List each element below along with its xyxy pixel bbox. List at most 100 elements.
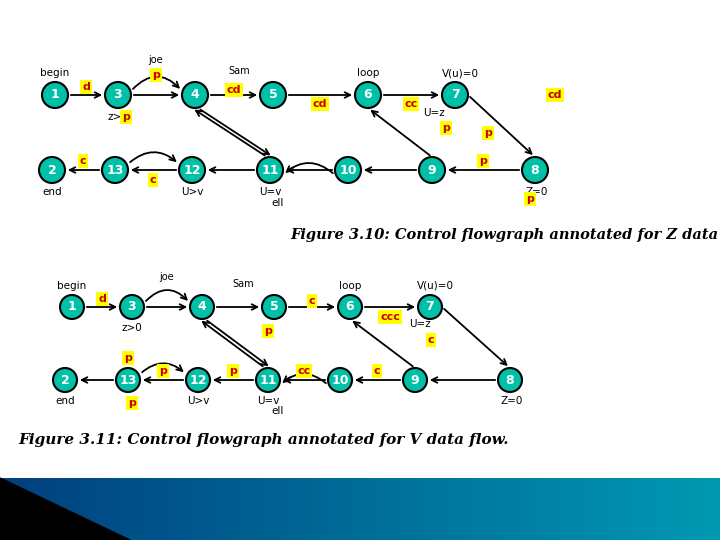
- Text: d: d: [82, 82, 90, 92]
- Circle shape: [182, 82, 208, 108]
- Text: c: c: [150, 175, 156, 185]
- Text: z>0: z>0: [107, 112, 128, 122]
- Text: cc: cc: [297, 366, 310, 376]
- Text: cd: cd: [548, 90, 562, 100]
- Text: 9: 9: [428, 164, 436, 177]
- Text: loop: loop: [357, 68, 379, 78]
- Text: V(u)=0: V(u)=0: [416, 281, 454, 291]
- Text: p: p: [124, 353, 132, 363]
- Text: ccc: ccc: [380, 312, 400, 322]
- Text: U=z: U=z: [423, 108, 445, 118]
- Circle shape: [120, 295, 144, 319]
- Circle shape: [116, 368, 140, 392]
- Text: loop: loop: [339, 281, 361, 291]
- Text: end: end: [55, 396, 75, 406]
- Circle shape: [338, 295, 362, 319]
- Text: p: p: [526, 194, 534, 204]
- Circle shape: [335, 157, 361, 183]
- Text: U=v: U=v: [257, 396, 279, 406]
- Text: 5: 5: [269, 300, 279, 314]
- Text: 2: 2: [48, 164, 56, 177]
- Text: p: p: [479, 156, 487, 166]
- Text: 2: 2: [60, 374, 69, 387]
- Text: joe: joe: [149, 55, 163, 65]
- Circle shape: [522, 157, 548, 183]
- Text: 11: 11: [259, 374, 276, 387]
- Text: U>v: U>v: [181, 187, 203, 197]
- Text: 13: 13: [107, 164, 124, 177]
- Circle shape: [42, 82, 68, 108]
- Circle shape: [260, 82, 286, 108]
- Text: joe: joe: [160, 272, 174, 282]
- Text: Sam: Sam: [232, 279, 254, 289]
- Text: V(u)=0: V(u)=0: [441, 68, 479, 78]
- Text: p: p: [264, 326, 272, 336]
- Text: z>0: z>0: [122, 323, 143, 333]
- Text: Z=0: Z=0: [526, 187, 548, 197]
- Text: 12: 12: [184, 164, 201, 177]
- Circle shape: [419, 157, 445, 183]
- Text: p: p: [122, 112, 130, 122]
- Text: 9: 9: [410, 374, 419, 387]
- Text: cd: cd: [312, 99, 328, 109]
- Text: 12: 12: [189, 374, 207, 387]
- Circle shape: [256, 368, 280, 392]
- Text: 6: 6: [346, 300, 354, 314]
- Text: 4: 4: [191, 89, 199, 102]
- Text: 6: 6: [364, 89, 372, 102]
- Text: 1: 1: [50, 89, 59, 102]
- Text: c: c: [374, 366, 380, 376]
- Text: ell: ell: [272, 406, 284, 416]
- Polygon shape: [0, 478, 130, 540]
- Circle shape: [179, 157, 205, 183]
- Text: 7: 7: [451, 89, 459, 102]
- Text: d: d: [98, 294, 106, 304]
- Circle shape: [328, 368, 352, 392]
- Text: Figure 3.11: Control flowgraph annotated for V data flow.: Figure 3.11: Control flowgraph annotated…: [18, 433, 508, 447]
- Text: c: c: [80, 156, 86, 166]
- Text: cd: cd: [227, 85, 241, 95]
- Circle shape: [53, 368, 77, 392]
- Text: p: p: [442, 123, 450, 133]
- Circle shape: [186, 368, 210, 392]
- Text: end: end: [42, 187, 62, 197]
- Circle shape: [39, 157, 65, 183]
- Text: begin: begin: [58, 281, 86, 291]
- Circle shape: [262, 295, 286, 319]
- Text: p: p: [128, 398, 136, 408]
- Text: 8: 8: [505, 374, 514, 387]
- Text: Figure 3.10: Control flowgraph annotated for Z data flow.: Figure 3.10: Control flowgraph annotated…: [290, 228, 720, 242]
- Text: p: p: [484, 128, 492, 138]
- Circle shape: [102, 157, 128, 183]
- Text: Z=0: Z=0: [501, 396, 523, 406]
- Circle shape: [498, 368, 522, 392]
- Text: 5: 5: [269, 89, 277, 102]
- Text: p: p: [152, 70, 160, 80]
- Circle shape: [403, 368, 427, 392]
- Text: 4: 4: [197, 300, 207, 314]
- Text: cc: cc: [405, 99, 418, 109]
- Circle shape: [355, 82, 381, 108]
- Circle shape: [105, 82, 131, 108]
- Text: 10: 10: [339, 164, 356, 177]
- Text: 13: 13: [120, 374, 137, 387]
- Text: 3: 3: [127, 300, 136, 314]
- Circle shape: [418, 295, 442, 319]
- Text: Sam: Sam: [228, 66, 250, 76]
- Circle shape: [190, 295, 214, 319]
- Text: 1: 1: [68, 300, 76, 314]
- Circle shape: [257, 157, 283, 183]
- Text: 10: 10: [331, 374, 348, 387]
- Text: U=v: U=v: [258, 187, 282, 197]
- Circle shape: [442, 82, 468, 108]
- Text: U=z: U=z: [409, 319, 431, 329]
- Text: 8: 8: [531, 164, 539, 177]
- Text: 11: 11: [261, 164, 279, 177]
- Circle shape: [60, 295, 84, 319]
- Text: c: c: [309, 296, 315, 306]
- Text: U>v: U>v: [186, 396, 210, 406]
- Text: begin: begin: [40, 68, 70, 78]
- Text: c: c: [428, 335, 434, 345]
- Text: 7: 7: [426, 300, 434, 314]
- Text: 3: 3: [114, 89, 122, 102]
